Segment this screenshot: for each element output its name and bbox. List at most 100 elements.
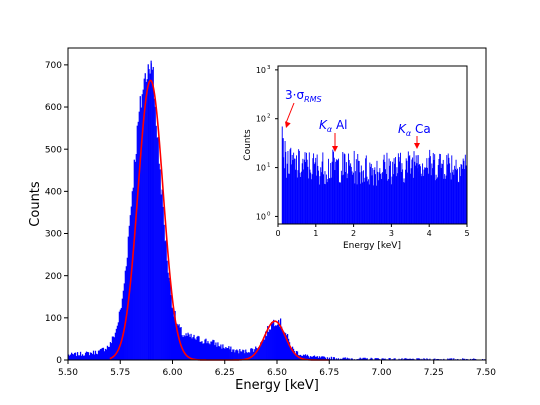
inset-histogram-bar [451, 155, 453, 224]
inset-histogram-bar [427, 173, 429, 224]
inset-histogram-bar [305, 161, 307, 224]
histogram-bar [97, 350, 100, 360]
histogram-bar [236, 349, 238, 360]
histogram-bar [122, 290, 124, 360]
inset-histogram-bar [453, 174, 455, 224]
inset-histogram-bar [357, 153, 359, 224]
histogram-bar [280, 326, 283, 360]
histogram-bar [199, 341, 201, 360]
histogram-bar [243, 350, 245, 360]
inset-histogram-bar [461, 164, 463, 224]
histogram-bar [76, 352, 79, 360]
inset-histogram-bar [395, 176, 397, 224]
inset-histogram-bar [284, 141, 286, 224]
histogram-bar [203, 343, 205, 360]
histogram-bar [267, 326, 269, 360]
inset-histogram-bar [396, 167, 398, 224]
inset-histogram-bar [306, 152, 307, 224]
histogram-bar [215, 342, 217, 360]
histogram-bar [348, 358, 350, 360]
inset-histogram-bar [286, 177, 287, 224]
histogram-bar [85, 351, 88, 360]
histogram-bar [103, 351, 106, 360]
histogram-bar [164, 241, 166, 360]
histogram-bar [341, 358, 343, 360]
inset-histogram-bar [308, 152, 310, 224]
histogram-bar [222, 344, 224, 360]
inset-histogram-bar [328, 158, 329, 224]
inset-histogram-bar [350, 163, 352, 224]
histogram-bar [198, 336, 200, 360]
histogram-bar [423, 358, 425, 360]
inset-histogram-bar [416, 163, 418, 224]
histogram-bar [109, 342, 112, 360]
histogram-bar [278, 319, 280, 360]
histogram-bar [144, 73, 146, 361]
inset-histogram-bar [403, 178, 405, 224]
histogram-bar [223, 347, 225, 360]
histogram-bar [292, 348, 295, 360]
inset-histogram-bar [346, 178, 348, 224]
histogram-bar [263, 337, 265, 360]
histogram-bar [318, 356, 321, 360]
histogram-bar [230, 346, 232, 360]
histogram-bar [278, 327, 281, 360]
histogram-bar [69, 354, 72, 360]
inset-histogram-bar [369, 162, 371, 224]
histogram-bar [306, 354, 309, 360]
histogram-bar [83, 355, 86, 360]
histogram-bar [69, 355, 71, 360]
histogram-bar [308, 357, 311, 360]
histogram-bar [287, 338, 290, 360]
histogram-bar [274, 326, 276, 360]
histogram-bar [165, 240, 167, 360]
histogram-bar [261, 341, 263, 360]
histogram-bar [77, 355, 80, 360]
inset-histogram-bar [293, 158, 295, 224]
main-y-axis-label: Counts [28, 181, 43, 227]
histogram-bar [70, 352, 73, 360]
inset-histogram-bar [298, 150, 300, 224]
histogram-bar [232, 349, 234, 360]
inset-histogram-bar [435, 174, 437, 224]
histogram-bar [136, 125, 138, 361]
histogram-bar [319, 357, 322, 360]
histogram-bar [117, 322, 120, 360]
inset-histogram-bar [366, 176, 368, 224]
inset-histogram-bar [348, 159, 350, 224]
histogram-bar [283, 332, 286, 360]
histogram-bar [92, 350, 95, 360]
inset-histogram-bar [349, 165, 351, 224]
histogram-bar [124, 270, 126, 360]
inset-histogram-bar [314, 162, 316, 224]
histogram-bar [225, 347, 227, 360]
inset-histogram-bar [338, 182, 340, 224]
main-chart: 5.50 5.75 6.00 6.25 6.50 6.75 7.00 7.25 7.50 010… [28, 47, 496, 393]
histogram-bar [178, 324, 180, 360]
histogram-bar [250, 348, 252, 360]
histogram-bar [147, 64, 149, 360]
inset-histogram-bar [310, 179, 312, 224]
histogram-bar [81, 354, 84, 360]
histogram-bar [237, 350, 239, 360]
x-tick-label: 5.50 [58, 368, 78, 378]
inset-histogram-bar [432, 168, 433, 224]
histogram-bar [149, 73, 151, 360]
inset-histogram-bar [355, 171, 357, 224]
y-tick-label: 600 [45, 103, 62, 113]
inset-y-tick-exponent: 0 [267, 211, 271, 217]
inset-histogram-bar [290, 147, 292, 224]
histogram-bar [293, 351, 296, 360]
histogram-bar [464, 358, 466, 360]
histogram-bar [426, 358, 428, 360]
inset-histogram-bar [367, 179, 369, 224]
histogram-bar [200, 341, 202, 360]
inset-histogram-bar [450, 179, 452, 224]
histogram-bar [286, 334, 289, 360]
x-tick-label: 7.50 [476, 368, 496, 378]
histogram-bar [202, 343, 204, 360]
histogram-bar [371, 358, 373, 360]
histogram-bar [197, 335, 199, 360]
inset-x-tick-label: 2 [351, 229, 356, 238]
histogram-bar [96, 354, 99, 360]
